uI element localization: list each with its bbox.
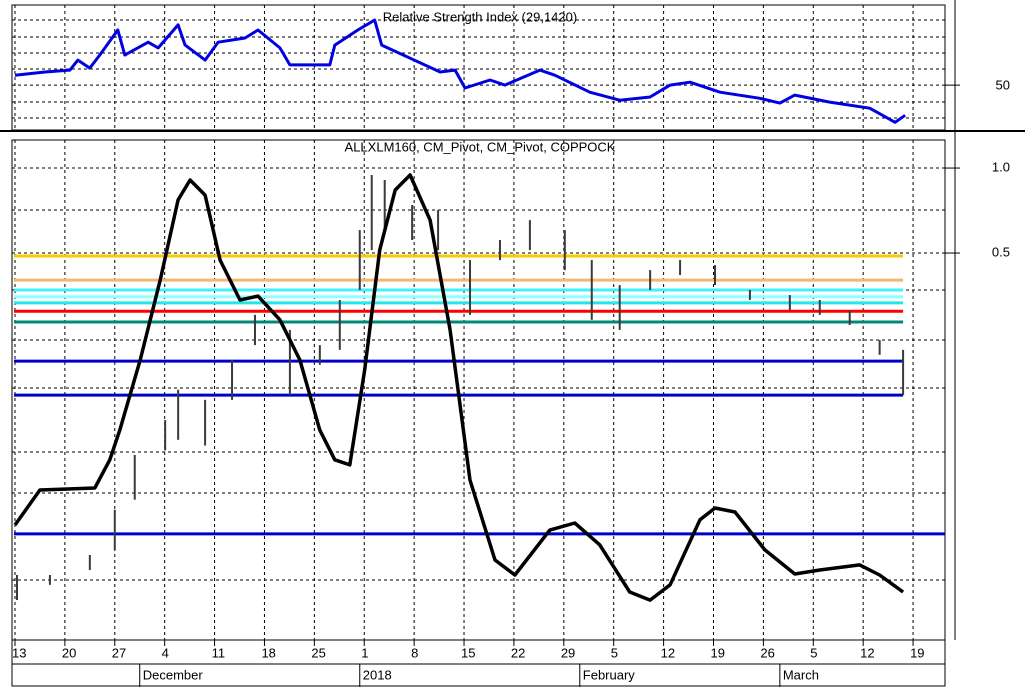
month-label: December [143,667,204,682]
x-tick-label: 12 [661,645,675,660]
coppock-line [13,173,905,602]
x-tick-label: 19 [910,645,924,660]
x-tick-label: 22 [511,645,525,660]
x-tick-label: 1 [361,645,368,660]
x-tick-label: 26 [760,645,774,660]
x-tick-label: 5 [810,645,817,660]
x-axis-box [11,639,946,687]
rsi-panel [11,4,946,131]
month-label: 2018 [363,667,392,682]
panel-title: ALLXLM160, CM_Pivot, CM_Pivot, COPPOCK [345,139,616,154]
y-tick-label: 50 [996,78,1010,93]
x-tick-label: 8 [411,645,418,660]
y-tick-label: 0.5 [992,244,1010,259]
x-tick-label: 18 [261,645,275,660]
x-tick-label: 19 [710,645,724,660]
x-tick-label: 5 [611,645,618,660]
x-tick-label: 20 [62,645,76,660]
month-label: March [783,667,819,682]
panel-title: Relative Strength Index (29,1420) [383,9,577,24]
x-tick-label: 11 [212,645,226,660]
y-tick-label: 1.0 [992,159,1010,174]
x-tick-label: 13 [12,645,26,660]
x-tick-label: 29 [561,645,575,660]
x-tick-label: 12 [860,645,874,660]
x-tick-label: 27 [112,645,126,660]
x-tick-label: 25 [311,645,325,660]
price-panel [11,139,946,641]
rsi-line [14,18,906,124]
x-tick-label: 15 [461,645,475,660]
month-label: February [583,667,636,682]
x-tick-label: 4 [162,645,169,660]
